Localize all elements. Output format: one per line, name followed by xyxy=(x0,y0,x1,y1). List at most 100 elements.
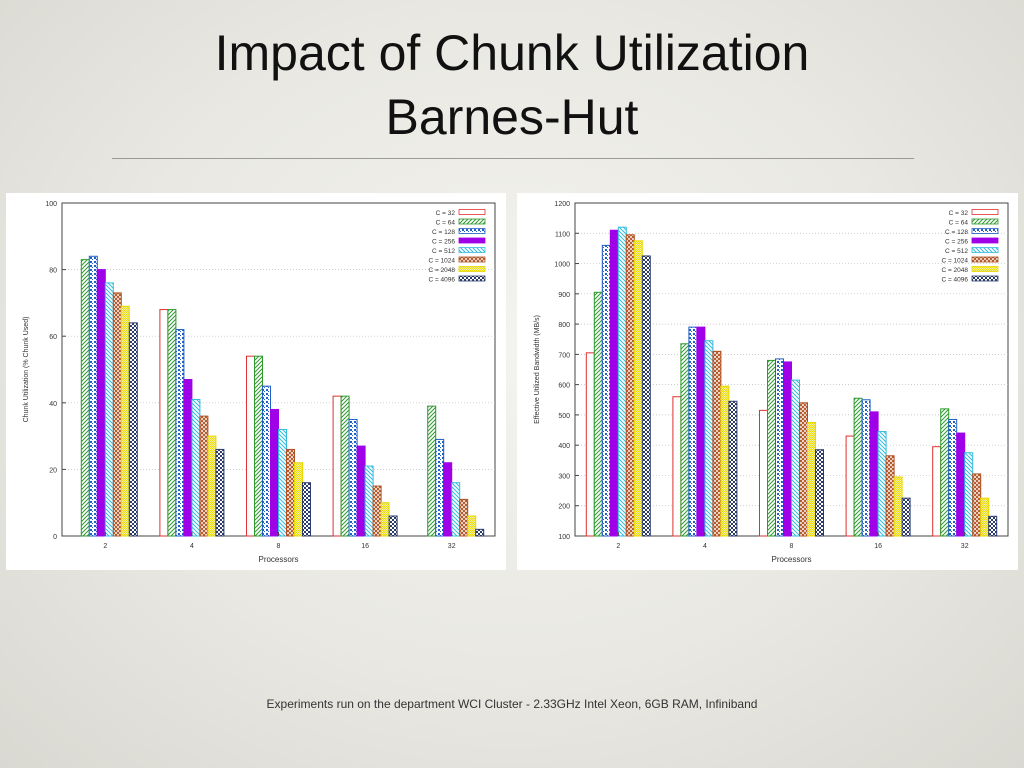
bar xyxy=(799,402,808,537)
legend-label: C = 2048 xyxy=(428,267,455,274)
bar xyxy=(625,234,635,537)
bar xyxy=(853,397,863,537)
bar xyxy=(641,255,651,537)
legend-label: C = 128 xyxy=(432,229,455,236)
legend-label: C = 4096 xyxy=(428,277,455,284)
y-tick-label: 500 xyxy=(558,413,570,420)
bar xyxy=(435,438,445,537)
bar xyxy=(585,352,595,537)
legend-label: C = 1024 xyxy=(941,258,968,265)
legend-label: C = 512 xyxy=(432,248,455,255)
bar xyxy=(372,485,382,537)
y-tick-label: 100 xyxy=(558,534,570,541)
y-axis-label: Effective Utilized Bandwidth (MB/s) xyxy=(534,315,541,424)
bar xyxy=(112,292,122,537)
bar xyxy=(617,226,627,537)
legend-label: C = 32 xyxy=(436,210,456,217)
bar xyxy=(609,229,619,537)
slide-title-line1: Impact of Chunk Utilization xyxy=(214,25,810,81)
chart-panel-bandwidth: 100 200 300 400 500 600 700 800 900 1000 1100 1200 2… xyxy=(517,193,1018,570)
bar xyxy=(104,282,114,537)
bar xyxy=(364,465,374,537)
bar xyxy=(270,408,279,537)
x-axis-label: Processors xyxy=(258,555,298,564)
bar xyxy=(720,385,730,537)
legend-label: C = 4096 xyxy=(941,277,968,284)
chart-panel-chunk-utilization: 0 20 40 60 80 100 2 4 8 16 32 Processors Chunk Utili… xyxy=(6,193,506,570)
y-tick-label: 1000 xyxy=(554,262,570,269)
bar xyxy=(286,448,295,537)
bar xyxy=(340,395,350,537)
bar xyxy=(972,473,982,537)
x-tick-label: 8 xyxy=(277,543,281,550)
bar xyxy=(688,326,698,537)
bar xyxy=(191,398,201,537)
legend-swatch xyxy=(458,266,486,272)
bar xyxy=(988,515,998,537)
y-axis-label: Chunk Utilization (% Chunk Used) xyxy=(23,317,30,423)
x-tick-label: 4 xyxy=(190,543,194,550)
bar xyxy=(88,255,98,537)
bar xyxy=(964,452,974,537)
bar xyxy=(980,497,990,537)
bar xyxy=(877,431,887,537)
bar xyxy=(380,502,390,537)
x-axis-label: Processors xyxy=(771,555,811,564)
legend-swatch xyxy=(458,209,486,215)
x-tick-label: 32 xyxy=(961,543,969,550)
legend-swatch xyxy=(971,228,999,234)
legend-swatch xyxy=(458,275,486,282)
legend-label: C = 512 xyxy=(945,248,968,255)
legend-swatch xyxy=(971,237,999,244)
y-tick-label: 1100 xyxy=(555,231,570,238)
legend-label: C = 32 xyxy=(949,210,969,217)
bar xyxy=(467,515,477,537)
legend-label: C = 64 xyxy=(436,220,456,227)
bar xyxy=(728,400,738,537)
bar xyxy=(262,385,271,537)
y-tick-label: 40 xyxy=(49,401,57,408)
bar xyxy=(175,329,185,537)
bar xyxy=(815,449,824,537)
legend-label: C = 2048 xyxy=(941,267,968,274)
bar xyxy=(207,435,217,537)
y-tick-label: 700 xyxy=(558,352,570,359)
slide-title-line2: Barnes-Hut xyxy=(385,89,639,145)
legend-label: C = 256 xyxy=(432,239,455,246)
bar xyxy=(767,359,776,537)
legend-swatch xyxy=(971,275,999,282)
y-tick-label: 20 xyxy=(49,467,57,474)
bar xyxy=(861,399,871,537)
legend-swatch xyxy=(458,228,486,234)
bar xyxy=(388,515,398,537)
y-tick-label: 800 xyxy=(558,322,570,329)
legend-swatch xyxy=(971,266,999,272)
y-tick-label: 200 xyxy=(558,504,570,511)
legend-swatch xyxy=(458,247,486,253)
slide-footer: Experiments run on the department WCI Cl… xyxy=(266,697,758,711)
bar xyxy=(893,476,903,537)
legend-swatch xyxy=(971,209,999,215)
bar xyxy=(696,326,706,537)
chunk-utilization-chart: 0 20 40 60 80 100 2 4 8 16 32 Processors Chunk Utili… xyxy=(23,201,496,564)
bar xyxy=(427,405,437,537)
bar xyxy=(199,415,209,537)
bar xyxy=(128,322,138,537)
legend-label: C = 1024 xyxy=(428,258,455,265)
x-tick-label: 2 xyxy=(103,543,107,550)
bar xyxy=(302,482,311,537)
bar xyxy=(680,343,690,537)
bar xyxy=(167,309,177,537)
y-tick-label: 400 xyxy=(558,443,570,450)
bar xyxy=(712,350,722,537)
legend-swatch xyxy=(971,256,999,263)
bar xyxy=(956,432,966,537)
bar xyxy=(120,305,130,537)
bar xyxy=(901,497,911,537)
legend-swatch xyxy=(458,237,486,244)
bar xyxy=(451,482,461,537)
bar xyxy=(183,378,193,537)
x-tick-label: 8 xyxy=(790,543,794,550)
bar xyxy=(869,411,879,537)
y-tick-label: 900 xyxy=(558,292,570,299)
